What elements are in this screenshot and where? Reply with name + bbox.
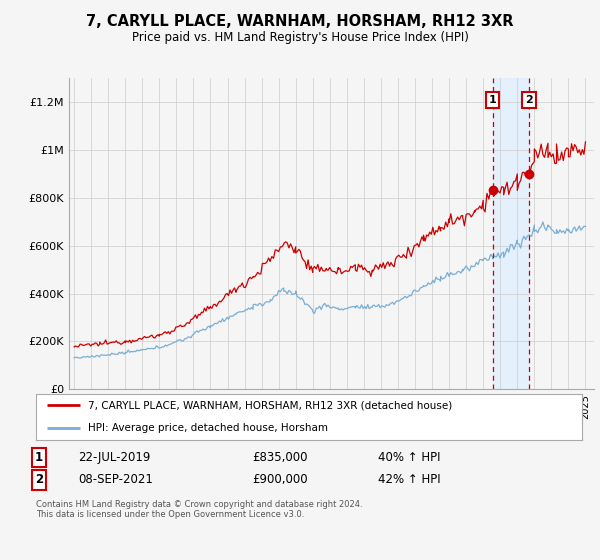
Text: 7, CARYLL PLACE, WARNHAM, HORSHAM, RH12 3XR (detached house): 7, CARYLL PLACE, WARNHAM, HORSHAM, RH12 … bbox=[88, 400, 452, 410]
Text: 22-JUL-2019: 22-JUL-2019 bbox=[78, 451, 151, 464]
Text: £835,000: £835,000 bbox=[252, 451, 308, 464]
Text: 1: 1 bbox=[35, 451, 43, 464]
Text: 1: 1 bbox=[489, 95, 496, 105]
Text: 7, CARYLL PLACE, WARNHAM, HORSHAM, RH12 3XR: 7, CARYLL PLACE, WARNHAM, HORSHAM, RH12 … bbox=[86, 14, 514, 29]
Text: 2: 2 bbox=[35, 473, 43, 487]
Text: 08-SEP-2021: 08-SEP-2021 bbox=[78, 473, 153, 487]
Bar bbox=[493, 78, 529, 389]
Text: Price paid vs. HM Land Registry's House Price Index (HPI): Price paid vs. HM Land Registry's House … bbox=[131, 31, 469, 44]
Text: 2: 2 bbox=[525, 95, 533, 105]
Text: £900,000: £900,000 bbox=[252, 473, 308, 487]
Text: Contains HM Land Registry data © Crown copyright and database right 2024.
This d: Contains HM Land Registry data © Crown c… bbox=[36, 500, 362, 519]
Text: 40% ↑ HPI: 40% ↑ HPI bbox=[378, 451, 440, 464]
Text: HPI: Average price, detached house, Horsham: HPI: Average price, detached house, Hors… bbox=[88, 423, 328, 433]
Text: 42% ↑ HPI: 42% ↑ HPI bbox=[378, 473, 440, 487]
